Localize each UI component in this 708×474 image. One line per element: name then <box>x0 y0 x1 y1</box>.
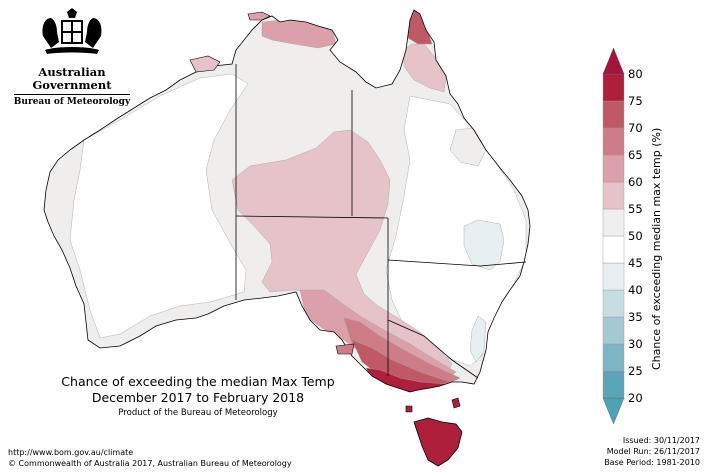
island-kangaroo <box>335 343 355 355</box>
state-borders <box>235 64 527 379</box>
legend-tick-label: 20 <box>628 391 643 405</box>
region-white-west <box>69 73 249 339</box>
legend-tick-label: 60 <box>628 175 643 189</box>
issue-info: Issued: 30/11/2017 Model Run: 26/11/2017… <box>604 435 700 468</box>
legend-tick-label: 70 <box>628 121 643 135</box>
legend-swatch <box>602 181 625 210</box>
island-flinders <box>451 397 461 409</box>
legend-swatch <box>602 235 625 264</box>
legend-tick-label: 25 <box>628 364 643 378</box>
footer-copyright: © Commonwealth of Australia 2017, Austra… <box>8 459 292 468</box>
title-line-2: December 2017 to February 2018 <box>91 390 305 405</box>
legend-swatch <box>602 289 625 318</box>
legend-tick-label: 65 <box>628 148 643 162</box>
base-period: Base Period: 1981-2010 <box>604 458 700 467</box>
legend-tick-label: 75 <box>628 94 643 108</box>
logo-divider <box>14 94 130 95</box>
government-name: Australian Government <box>32 65 112 92</box>
legend-colorbar <box>602 47 625 425</box>
legend-swatch <box>602 127 625 156</box>
coastline <box>43 9 531 393</box>
legend-title: Chance of exceeding median max temp (%) <box>650 127 663 370</box>
region-light-blue-se <box>469 315 487 363</box>
tasmania <box>413 417 463 467</box>
legend-swatch <box>602 262 625 291</box>
footer-url[interactable]: http://www.bom.gov.au/climate <box>8 448 134 457</box>
region-light-blue <box>463 219 505 271</box>
legend-tick-label: 30 <box>628 337 643 351</box>
footer: http://www.bom.gov.au/climate © Commonwe… <box>8 447 292 469</box>
legend-min-arrow <box>602 397 625 425</box>
government-logo: Australian Government Bureau of Meteorol… <box>8 8 136 108</box>
island-king <box>405 405 413 413</box>
legend-tick-label: 45 <box>628 256 643 270</box>
legend-tick-label: 80 <box>628 67 643 81</box>
legend-swatch <box>602 73 625 102</box>
model-run-date: Model Run: 26/11/2017 <box>606 447 700 456</box>
region-white-east <box>385 95 527 367</box>
island-melville <box>247 11 271 21</box>
legend-tick-label: 50 <box>628 229 643 243</box>
title-line-1: Chance of exceeding the median Max Temp <box>61 374 335 389</box>
legend-tick-label: 55 <box>628 202 643 216</box>
legend-tick-label: 35 <box>628 310 643 324</box>
legend-swatch <box>602 343 625 372</box>
map-title: Chance of exceeding the median Max Temp … <box>20 374 376 419</box>
legend-swatch <box>602 154 625 183</box>
legend-max-arrow <box>602 47 625 75</box>
title-line-3: Product of the Bureau of Meteorology <box>118 408 278 418</box>
bureau-name: Bureau of Meteorology <box>13 97 131 107</box>
legend-swatch <box>602 370 625 399</box>
issued-date: Issued: 30/11/2017 <box>622 436 700 445</box>
legend-tick-label: 40 <box>628 283 643 297</box>
coat-of-arms-icon <box>42 8 102 54</box>
legend-swatch <box>602 316 625 345</box>
island-kimberley <box>189 55 221 73</box>
legend-swatch <box>602 208 625 237</box>
legend-swatch <box>602 100 625 129</box>
